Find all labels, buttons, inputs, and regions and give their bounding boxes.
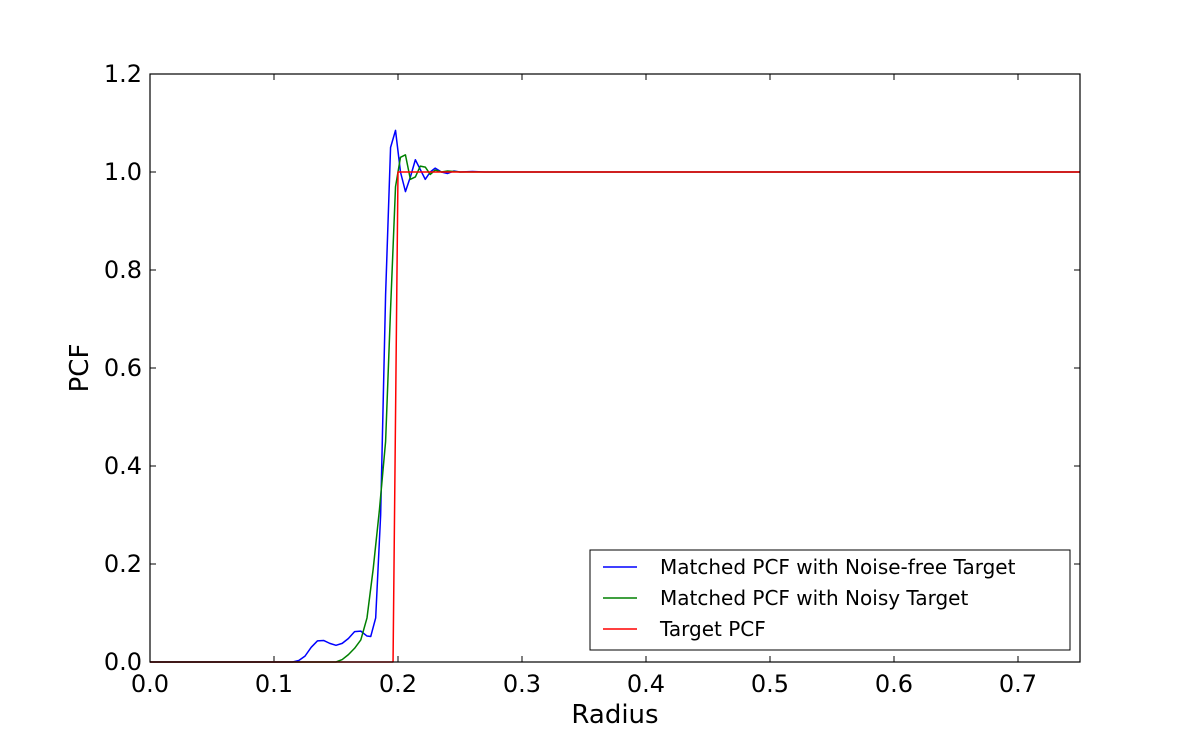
y-axis: 0.0 0.2 0.4 0.6 0.8 1.0 1.2: [104, 60, 1080, 676]
x-tick-label: 0.3: [503, 670, 541, 698]
x-axis-title: Radius: [571, 700, 658, 730]
x-axis: 0.0 0.1 0.2 0.3 0.4 0.5 0.6 0.7: [131, 74, 1037, 698]
legend-label: Target PCF: [659, 617, 766, 641]
y-tick-label: 1.0: [104, 158, 142, 186]
y-tick-label: 0.8: [104, 256, 142, 284]
x-tick-label: 0.1: [255, 670, 293, 698]
y-tick-label: 0.6: [104, 354, 142, 382]
y-tick-label: 0.2: [104, 550, 142, 578]
y-tick-label: 1.2: [104, 60, 142, 88]
x-tick-label: 0.2: [379, 670, 417, 698]
plot-frame: [149, 73, 1081, 663]
y-tick-label: 0.0: [104, 648, 142, 676]
x-tick-label: 0.7: [999, 670, 1037, 698]
x-tick-label: 0.5: [751, 670, 789, 698]
legend-label: Matched PCF with Noise-free Target: [660, 555, 1016, 579]
x-tick-label: 0.4: [627, 670, 665, 698]
x-tick-label: 0.0: [131, 670, 169, 698]
y-axis-title: PCF: [65, 344, 95, 393]
legend: Matched PCF with Noise-free Target Matche…: [589, 549, 1071, 651]
legend-box: [589, 549, 1071, 651]
x-tick-label: 0.6: [875, 670, 913, 698]
y-tick-label: 0.4: [104, 452, 142, 480]
legend-label: Matched PCF with Noisy Target: [660, 586, 968, 610]
